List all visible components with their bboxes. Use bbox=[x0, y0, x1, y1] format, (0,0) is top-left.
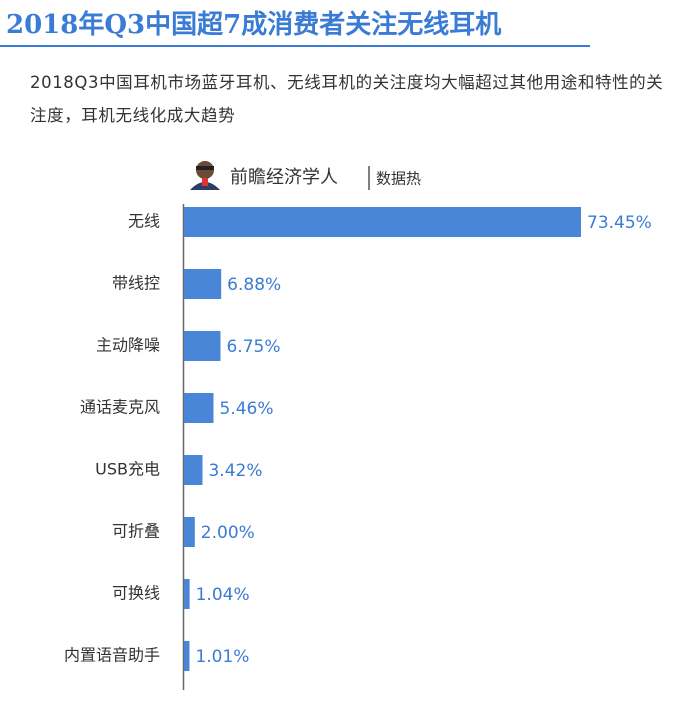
category-label: 带线控 bbox=[112, 274, 160, 293]
category-label: USB充电 bbox=[95, 460, 160, 479]
category-label: 通话麦克风 bbox=[80, 398, 160, 417]
bar bbox=[184, 269, 222, 299]
bar bbox=[184, 641, 190, 671]
bar bbox=[184, 393, 214, 423]
value-label: 5.46% bbox=[220, 399, 274, 419]
value-label: 1.01% bbox=[195, 647, 249, 667]
bar bbox=[184, 331, 221, 361]
bar bbox=[184, 517, 195, 547]
value-label: 6.88% bbox=[227, 275, 281, 295]
value-label: 73.45% bbox=[587, 213, 652, 233]
category-label: 主动降噪 bbox=[96, 336, 160, 355]
chart-title: 2018年Q3中国超7成消费者关注无线耳机 bbox=[6, 10, 502, 40]
brand-icon bbox=[190, 161, 220, 190]
category-label: 可换线 bbox=[112, 584, 160, 603]
value-label: 6.75% bbox=[226, 337, 280, 357]
bar bbox=[184, 455, 203, 485]
category-label: 可折叠 bbox=[112, 522, 160, 541]
title-rule bbox=[0, 45, 590, 47]
source-tag: 数据热 bbox=[376, 170, 421, 188]
source: 前瞻经济学人 bbox=[230, 167, 338, 188]
category-label: 内置语音助手 bbox=[64, 646, 160, 665]
category-label: 无线 bbox=[128, 212, 160, 231]
bar bbox=[184, 579, 190, 609]
chart-subtitle: 2018Q3中国耳机市场蓝牙耳机、无线耳机的关注度均大幅超过其他用途和特性的关注… bbox=[30, 73, 664, 125]
value-label: 2.00% bbox=[201, 523, 255, 543]
value-label: 1.04% bbox=[196, 585, 250, 605]
value-label: 3.42% bbox=[208, 461, 262, 481]
bar bbox=[184, 207, 581, 237]
